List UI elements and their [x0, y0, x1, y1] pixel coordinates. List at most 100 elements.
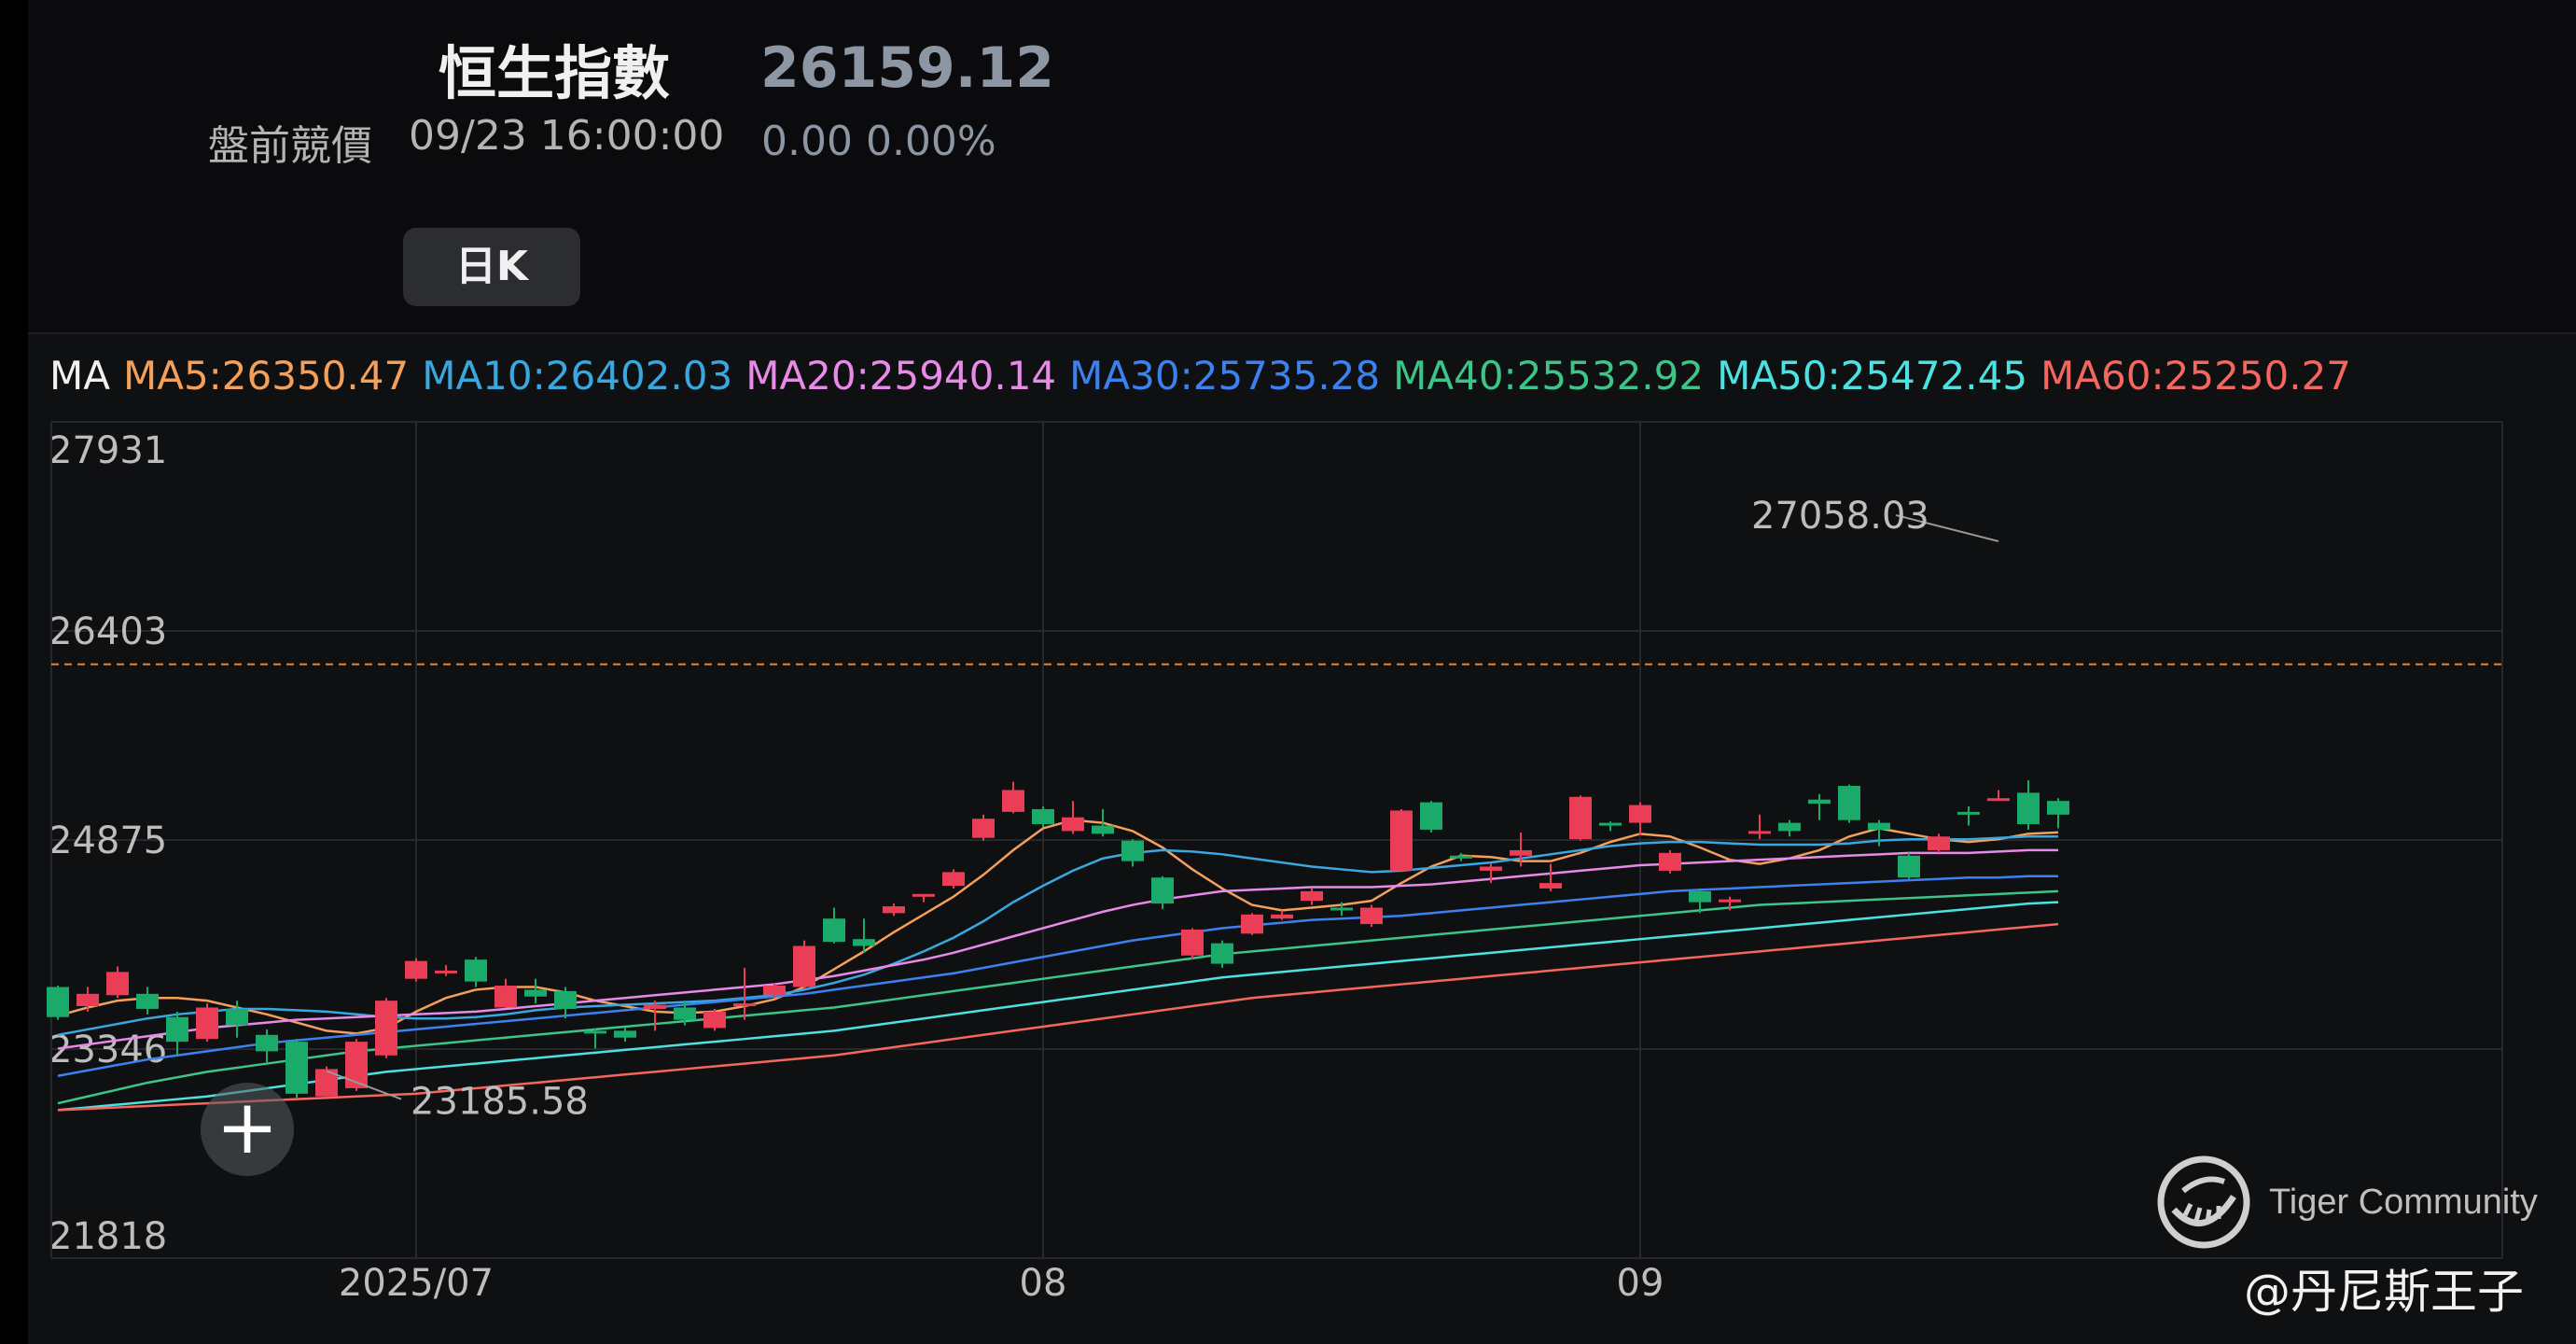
candle-body: [405, 960, 427, 979]
candle-body: [1211, 943, 1233, 964]
tiger-logo-icon: [2157, 1155, 2250, 1249]
candle-body: [2017, 792, 2040, 825]
last-price: 26159.12: [760, 35, 1055, 101]
ma5-legend: MA5:26350.47: [122, 353, 410, 399]
x-tick-label: 08: [1020, 1262, 1067, 1305]
candle-body: [853, 939, 875, 946]
candle-body: [1271, 914, 1293, 919]
y-tick-label: 24875: [49, 819, 167, 862]
candle-body: [136, 993, 159, 1009]
ma20-line: [57, 848, 2058, 1050]
candle-body: [942, 872, 965, 887]
candle-body: [1450, 855, 1472, 859]
candle-body: [524, 989, 547, 997]
candle-body: [256, 1034, 278, 1052]
ma10-legend: MA10:26402.03: [422, 353, 733, 399]
candle-body: [1062, 817, 1084, 832]
candle-body: [1330, 907, 1353, 911]
candle-body: [1898, 855, 1920, 878]
ma-legend: MA MA5:26350.47 MA10:26402.03 MA20:25940.14…: [49, 353, 2364, 399]
candle-body: [1002, 790, 1024, 812]
candle-body: [1301, 890, 1323, 902]
candle-body: [1181, 929, 1204, 956]
x-tick-label: 2025/07: [339, 1262, 494, 1305]
candle-body: [1689, 890, 1711, 903]
candle-body: [1480, 866, 1502, 871]
candle-body: [912, 893, 935, 897]
ma10-line: [57, 835, 2058, 1037]
candle-body: [883, 906, 905, 914]
candle-body: [1151, 877, 1174, 904]
candle-body: [1420, 802, 1442, 830]
annotation-leader: [326, 1070, 402, 1100]
candle-body: [196, 1007, 218, 1040]
candle-body: [1510, 849, 1532, 856]
candle-body: [1241, 914, 1263, 934]
candle-body: [554, 990, 577, 1009]
candle-body: [1868, 822, 1890, 830]
candle-body: [494, 986, 517, 1008]
ma-legend-label: MA: [49, 353, 110, 399]
y-tick-label: 27931: [49, 429, 167, 472]
candle-body: [226, 1008, 248, 1026]
period-daily-button[interactable]: 日K: [403, 228, 580, 306]
candle-body: [1659, 852, 1681, 871]
candle-body: [972, 819, 995, 838]
max-price-annotation: 27058.03: [1751, 495, 1929, 538]
watermark-text: Tiger Community: [2269, 1182, 2538, 1222]
candle-body: [1957, 811, 1980, 815]
ma50-line: [57, 901, 2059, 1112]
candle-body: [823, 918, 845, 943]
candle-body: [1599, 822, 1622, 826]
session-label: 盤前競價: [208, 122, 372, 170]
price-change: 0.00 0.00%: [761, 118, 996, 165]
annotation-leader: [1895, 513, 1999, 542]
candle-body: [763, 986, 786, 996]
quote-header: 恒生指數 26159.12 盤前競價 09/23 16:00:00 0.00 0…: [28, 0, 2576, 332]
candle-body: [1808, 799, 1831, 805]
candle-body: [793, 945, 815, 987]
candle-body: [1569, 796, 1592, 840]
y-tick-label: 26403: [49, 610, 167, 653]
candle-body: [1778, 822, 1801, 832]
candle-body: [1719, 899, 1741, 903]
page-title: 恒生指數: [439, 39, 671, 107]
candle-body: [674, 1007, 696, 1020]
candle-body: [1539, 883, 1562, 889]
ma40-legend: MA40:25532.92: [1393, 353, 1705, 399]
candle-body: [375, 1001, 397, 1056]
candle-body: [465, 959, 487, 982]
candle-body: [106, 972, 129, 996]
author-tag: @丹尼斯王子: [2244, 1265, 2524, 1319]
candle-body: [1838, 786, 1860, 820]
ma20-legend: MA20:25940.14: [745, 353, 1057, 399]
candle-body: [1032, 808, 1054, 825]
ma50-legend: MA50:25472.45: [1717, 353, 2028, 399]
candle-body: [77, 993, 99, 1007]
tiger-watermark: Tiger Community: [2155, 1154, 2538, 1251]
crosshair-add-button[interactable]: +: [201, 1083, 294, 1176]
left-edge-strip: [0, 0, 28, 1344]
candle-body: [584, 1030, 606, 1034]
candle-body: [1121, 840, 1144, 861]
candle-body: [1629, 805, 1651, 823]
candle-body: [47, 987, 69, 1017]
candle-body: [1928, 836, 1950, 850]
candle-body: [703, 1011, 726, 1029]
candle-body: [733, 1003, 756, 1007]
y-tick-label: 21818: [49, 1215, 167, 1258]
candle-body: [1987, 798, 2010, 802]
candle-body: [1360, 907, 1383, 925]
ma5-line: [57, 819, 2059, 1035]
candle-body: [644, 1004, 666, 1009]
candle-body: [1748, 831, 1771, 834]
candle-body: [2047, 801, 2069, 815]
candle-body: [285, 1042, 308, 1094]
candle-body: [1092, 825, 1114, 834]
header-divider: [28, 332, 2576, 334]
candle-body: [345, 1042, 368, 1088]
candle-body: [166, 1016, 188, 1043]
ma60-legend: MA60:25250.27: [2040, 353, 2352, 399]
min-price-annotation: 23185.58: [411, 1081, 589, 1124]
